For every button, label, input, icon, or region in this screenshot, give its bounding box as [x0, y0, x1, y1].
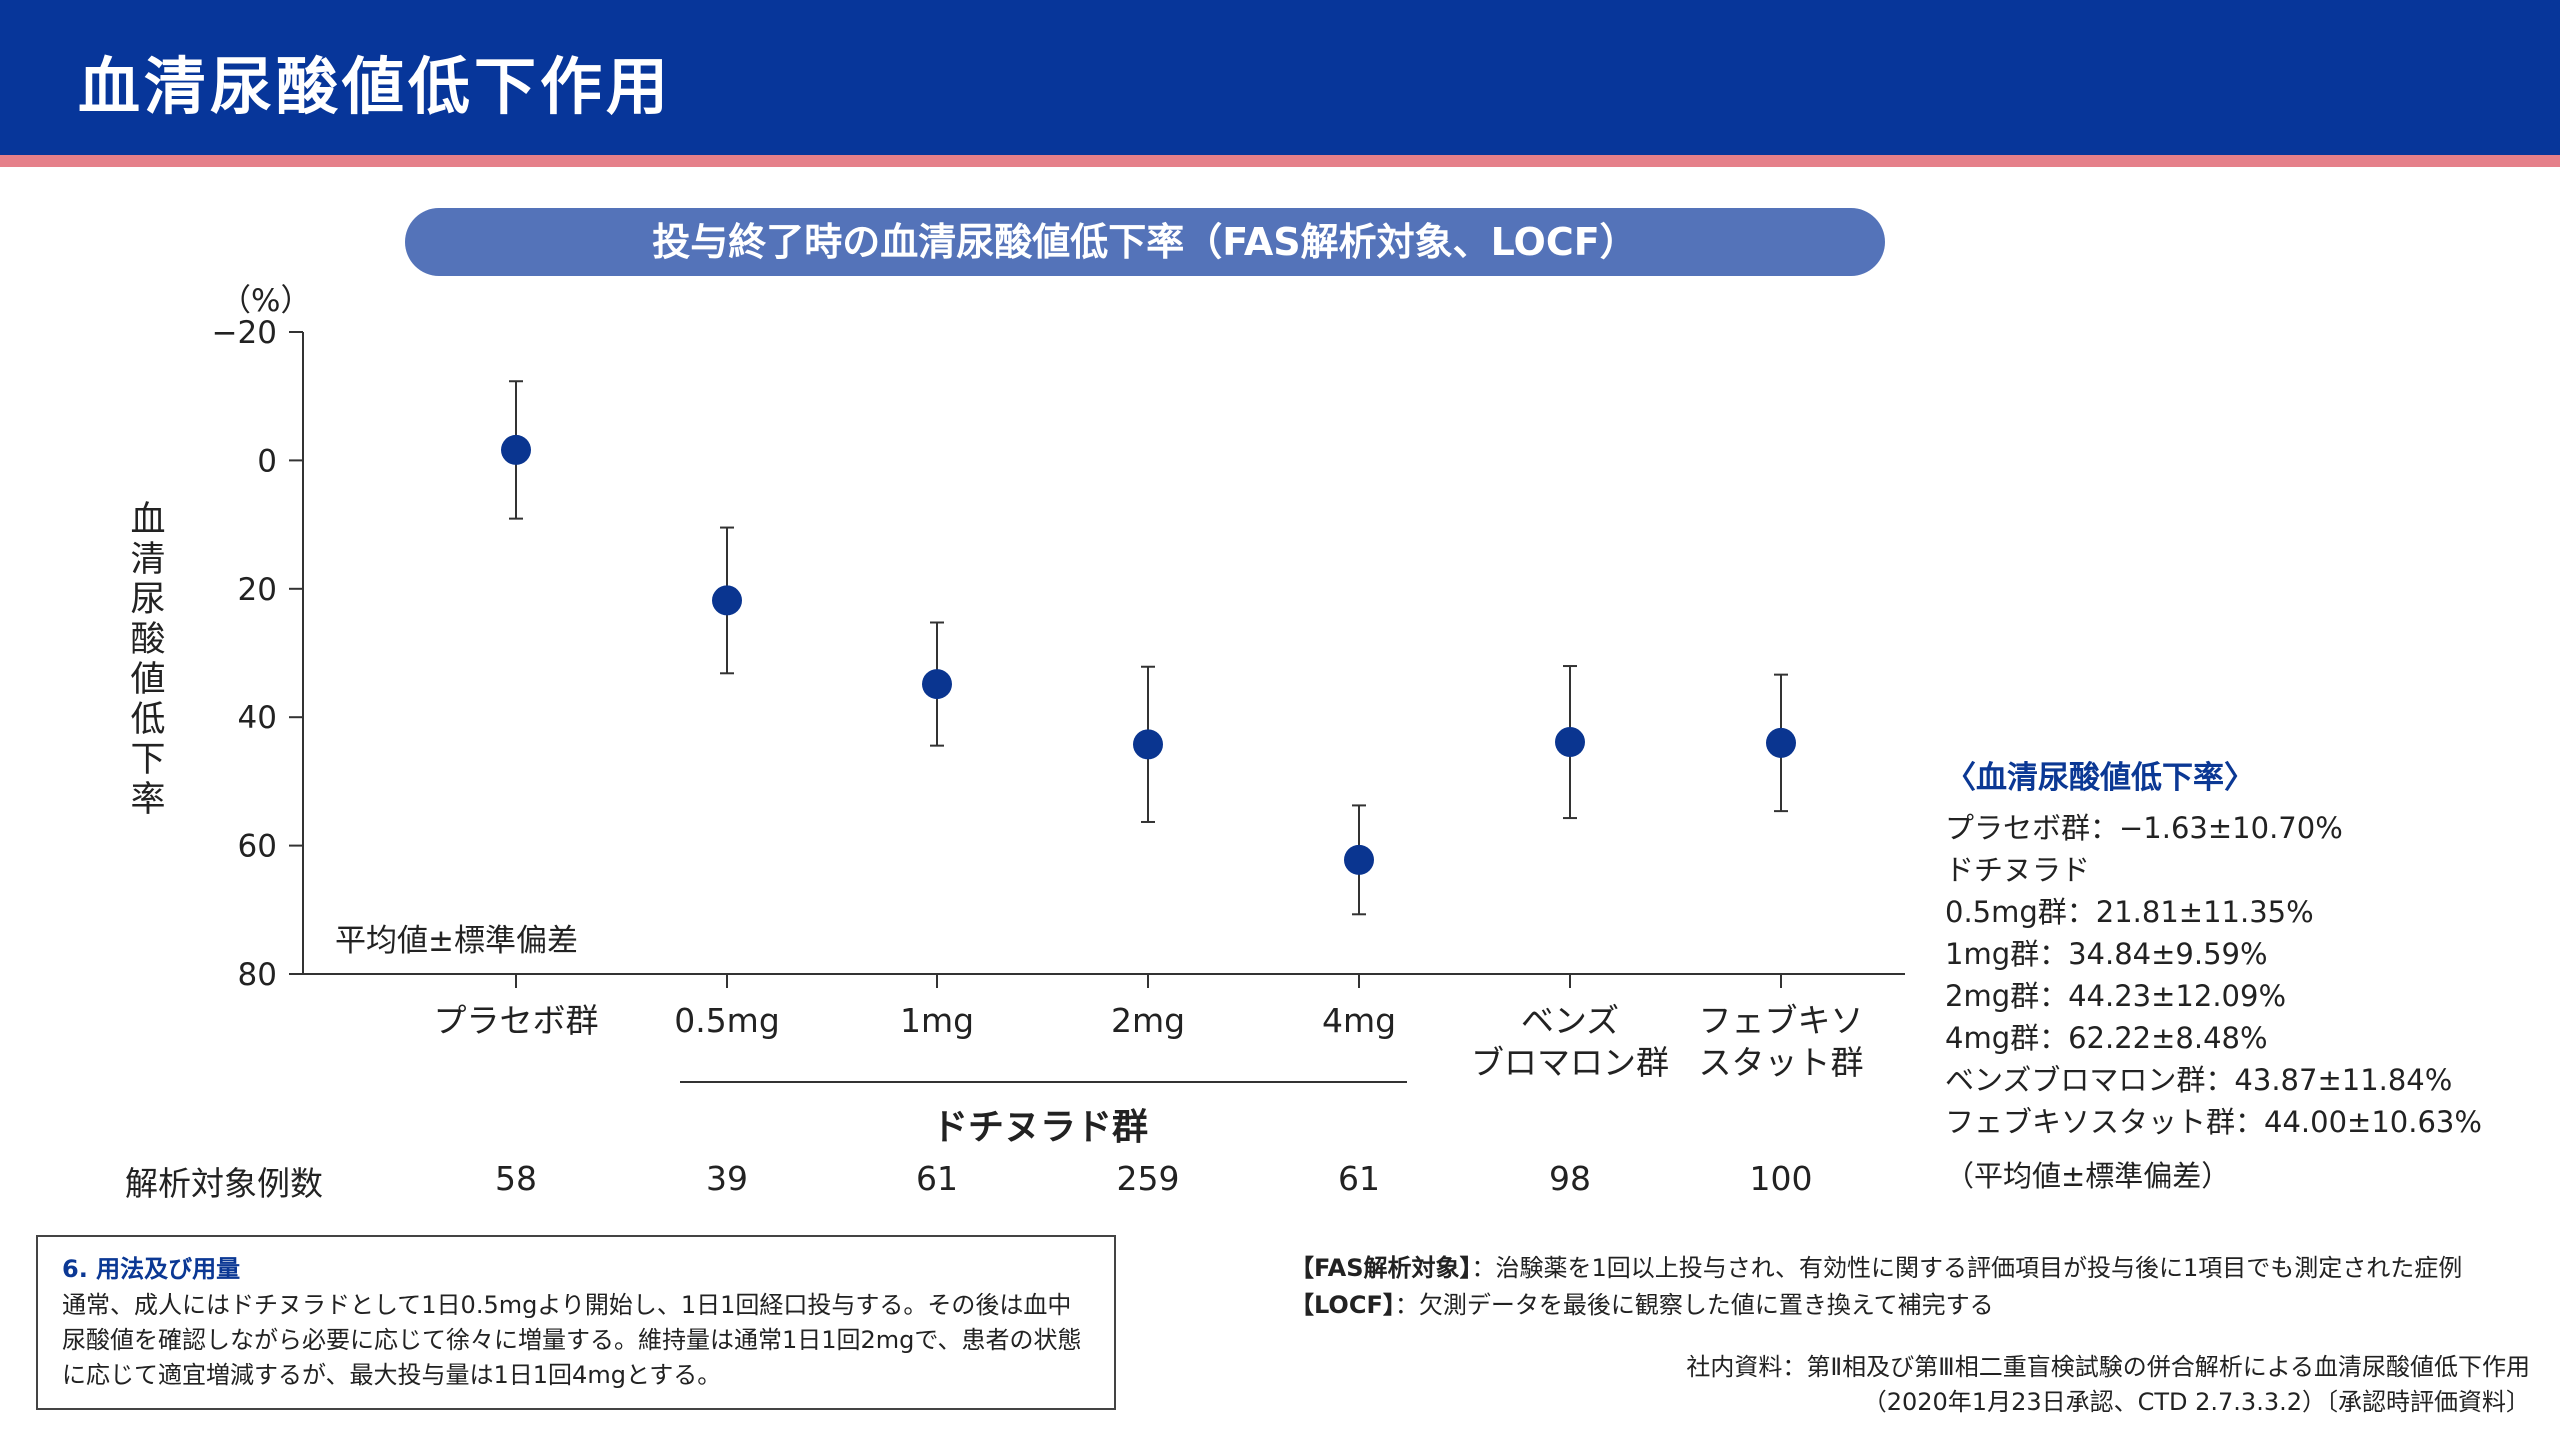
x-tick-label: 4mg: [1322, 1001, 1396, 1040]
legend-line: 1mg群：34.84±9.59%: [1945, 937, 2268, 971]
source-line: （2020年1月23日承認、CTD 2.7.3.3.2）〔承認時評価資料〕: [1862, 1388, 2530, 1416]
fas-term: 【FAS解析対象】: [1290, 1254, 1472, 1282]
legend-line: ベンズブロマロン群：43.87±11.84%: [1945, 1063, 2453, 1097]
legend-line: ドチヌラド: [1945, 853, 2091, 887]
locf-term: 【LOCF】: [1290, 1291, 1395, 1319]
x-tick-label: 0.5mg: [674, 1001, 780, 1040]
y-tick-label: 0: [257, 443, 277, 479]
n-value: 61: [916, 1159, 958, 1198]
error-bar-note: 平均値±標準偏差: [335, 923, 578, 959]
dosage-box: 6. 用法及び用量 通常、成人にはドチヌラドとして1日0.5mgより開始し、1日…: [36, 1235, 1116, 1410]
y-tick-label: 40: [238, 700, 277, 736]
mean-point: [1344, 844, 1374, 875]
n-row-label: 解析対象例数: [125, 1164, 323, 1203]
source-note: 社内資料：第Ⅱ相及び第Ⅲ相二重盲検試験の併合解析による血清尿酸値低下作用 （20…: [1686, 1350, 2530, 1420]
x-tick-label: フェブキソスタット群: [1699, 1001, 1864, 1082]
mean-point: [922, 669, 952, 700]
legend-line: フェブキソスタット群：44.00±10.63%: [1945, 1105, 2482, 1139]
dotinurad-group-label: ドチヌラド群: [931, 1107, 1148, 1148]
n-value: 58: [495, 1159, 537, 1198]
legend-line: 2mg群：44.23±12.09%: [1945, 979, 2287, 1013]
source-line: 社内資料：第Ⅱ相及び第Ⅲ相二重盲検試験の併合解析による血清尿酸値低下作用: [1686, 1353, 2530, 1381]
legend-title: 〈血清尿酸値低下率〉: [1945, 760, 2255, 796]
error-bar-chart: −20 0 20 40 60 80 プラセボ群 0.5mg 1mg 2mg 4mg ベンズブロマロン群…: [212, 315, 1905, 1198]
mean-point: [1766, 727, 1796, 758]
legend-footer: （平均値±標準偏差）: [1945, 1159, 2231, 1193]
dosage-body: 通常、成人にはドチヌラドとして1日0.5mgより開始し、1日1回経口投与する。そ…: [62, 1291, 1082, 1389]
mean-point: [1133, 729, 1163, 760]
value-legend: 〈血清尿酸値低下率〉 プラセボ群：−1.63±10.70% ドチヌラド 0.5m…: [1945, 757, 2482, 1197]
n-value: 98: [1549, 1159, 1591, 1198]
mean-point: [1555, 727, 1585, 758]
n-value: 100: [1750, 1159, 1813, 1198]
mean-point: [712, 585, 742, 616]
x-tick-label: ベンズブロマロン群: [1471, 1001, 1669, 1082]
y-axis-unit: （%）: [220, 283, 312, 319]
y-axis-label: 血清尿酸値低下率: [130, 500, 166, 820]
fas-definition: 【FAS解析対象】：治験薬を1回以上投与され、有効性に関する評価項目が投与後に1…: [1290, 1250, 2462, 1287]
locf-text: ：欠測データを最後に観察した値に置き換えて補完する: [1394, 1291, 1994, 1319]
x-tick-label: 1mg: [900, 1001, 974, 1040]
header-accent-stripe: [0, 155, 2560, 167]
y-tick-label: −20: [212, 315, 277, 351]
chart-title: 投与終了時の血清尿酸値低下率（FAS解析対象、LOCF）: [652, 220, 1638, 264]
x-tick-label: プラセボ群: [434, 1001, 599, 1040]
n-value: 61: [1338, 1159, 1380, 1198]
definitions: 【FAS解析対象】：治験薬を1回以上投与され、有効性に関する評価項目が投与後に1…: [1290, 1250, 2462, 1324]
y-tick-label: 20: [238, 572, 277, 608]
n-value: 259: [1117, 1159, 1180, 1198]
dosage-title: 6. 用法及び用量: [62, 1255, 241, 1283]
y-tick-label: 80: [238, 957, 277, 993]
locf-definition: 【LOCF】：欠測データを最後に観察した値に置き換えて補完する: [1290, 1287, 2462, 1324]
y-tick-label: 60: [238, 829, 277, 865]
mean-point: [501, 434, 531, 465]
n-value: 39: [706, 1159, 748, 1198]
legend-line: プラセボ群：−1.63±10.70%: [1945, 811, 2343, 845]
legend-line: 4mg群：62.22±8.48%: [1945, 1021, 2268, 1055]
header-bar: [0, 0, 2560, 155]
fas-text: ：治験薬を1回以上投与され、有効性に関する評価項目が投与後に1項目でも測定された…: [1471, 1254, 2463, 1282]
x-tick-label: 2mg: [1111, 1001, 1185, 1040]
chart-title-pill: [405, 208, 1885, 276]
legend-line: 0.5mg群：21.81±11.35%: [1945, 895, 2314, 929]
page-title: 血清尿酸値低下作用: [78, 50, 673, 123]
